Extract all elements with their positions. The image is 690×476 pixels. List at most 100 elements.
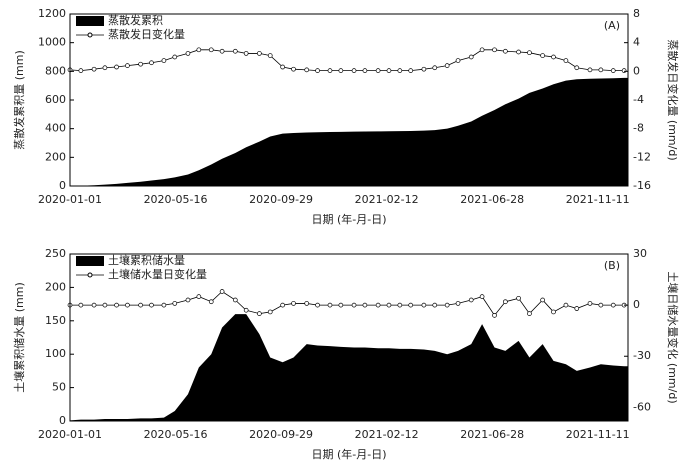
daily-marker bbox=[219, 289, 225, 294]
daily-marker bbox=[243, 307, 249, 313]
daily-line bbox=[70, 290, 625, 317]
y2-tick-label: 8 bbox=[633, 7, 640, 20]
daily-marker bbox=[397, 302, 403, 308]
annotation: (A) bbox=[604, 19, 620, 32]
cumulative-area bbox=[70, 314, 628, 421]
daily-marker bbox=[291, 301, 296, 306]
daily-marker bbox=[243, 51, 249, 56]
y2-tick-label: -30 bbox=[633, 349, 651, 362]
y2-tick-label: -60 bbox=[633, 400, 651, 413]
daily-marker bbox=[304, 67, 310, 73]
daily-marker bbox=[527, 311, 532, 316]
x-tick-label: 2021-11-11 bbox=[566, 428, 630, 441]
daily-marker bbox=[551, 54, 556, 60]
legend-label: 土壤累积储水量 bbox=[108, 253, 185, 267]
daily-marker bbox=[468, 297, 474, 303]
y-tick-label: 800 bbox=[45, 64, 66, 77]
daily-marker bbox=[304, 301, 310, 306]
daily-marker bbox=[125, 302, 130, 308]
daily-marker bbox=[114, 64, 119, 70]
daily-marker bbox=[208, 299, 214, 305]
x-tick-label: 2021-11-11 bbox=[566, 193, 630, 206]
daily-marker bbox=[444, 63, 450, 68]
legend-swatch bbox=[76, 256, 104, 266]
daily-marker bbox=[291, 66, 296, 72]
y2-axis-label: 蒸散发日变化量 (mm/d) bbox=[666, 39, 680, 160]
daily-marker bbox=[102, 302, 108, 308]
daily-marker bbox=[503, 48, 508, 54]
daily-marker bbox=[280, 64, 285, 70]
daily-marker bbox=[587, 301, 593, 306]
daily-marker bbox=[185, 297, 191, 303]
x-tick-label: 2021-02-12 bbox=[355, 428, 419, 441]
daily-marker bbox=[78, 68, 84, 73]
daily-marker bbox=[114, 302, 119, 308]
daily-marker bbox=[610, 68, 616, 73]
annotation: (B) bbox=[604, 259, 620, 272]
daily-marker bbox=[444, 302, 450, 308]
y-axis-label: 土壤累积储水量 (mm) bbox=[12, 282, 26, 393]
daily-marker bbox=[91, 302, 97, 308]
y2-tick-label: 0 bbox=[633, 64, 640, 77]
daily-marker bbox=[375, 68, 381, 73]
y2-tick-label: -12 bbox=[633, 150, 651, 163]
daily-marker bbox=[540, 297, 545, 303]
daily-marker bbox=[257, 311, 262, 316]
daily-marker bbox=[208, 47, 214, 53]
daily-marker bbox=[267, 53, 273, 58]
y-tick-label: 200 bbox=[45, 150, 66, 163]
daily-marker bbox=[338, 68, 344, 73]
daily-marker bbox=[563, 58, 569, 63]
daily-marker bbox=[102, 65, 108, 71]
daily-marker bbox=[267, 309, 273, 315]
daily-marker bbox=[315, 68, 320, 73]
cumulative-area bbox=[70, 77, 628, 186]
daily-marker bbox=[421, 302, 427, 308]
daily-marker bbox=[78, 302, 84, 308]
x-tick-label: 2021-06-28 bbox=[460, 193, 524, 206]
daily-marker bbox=[232, 48, 238, 54]
daily-marker bbox=[327, 302, 333, 308]
y-tick-label: 0 bbox=[59, 414, 66, 427]
y-tick-label: 600 bbox=[45, 93, 66, 106]
y-axis-label: 蒸散发累积量 (mm) bbox=[12, 50, 26, 150]
daily-marker bbox=[479, 294, 485, 299]
daily-marker bbox=[161, 302, 167, 308]
x-tick-label: 2020-05-16 bbox=[144, 193, 208, 206]
daily-marker bbox=[351, 302, 357, 308]
daily-marker bbox=[315, 302, 320, 308]
daily-marker bbox=[185, 51, 191, 56]
daily-marker bbox=[551, 309, 556, 315]
daily-marker bbox=[196, 47, 202, 53]
y-tick-label: 250 bbox=[45, 247, 66, 260]
y-tick-label: 200 bbox=[45, 280, 66, 293]
daily-marker bbox=[338, 302, 344, 308]
daily-marker bbox=[397, 68, 403, 73]
daily-marker bbox=[587, 67, 593, 73]
daily-marker bbox=[138, 302, 143, 308]
x-axis-label: 日期 (年-月-日) bbox=[311, 212, 386, 226]
legend-marker bbox=[87, 32, 93, 38]
y-tick-label: 400 bbox=[45, 122, 66, 135]
daily-marker bbox=[408, 302, 414, 308]
daily-marker bbox=[468, 54, 474, 60]
daily-marker bbox=[196, 294, 202, 299]
y-tick-label: 150 bbox=[45, 314, 66, 327]
x-tick-label: 2020-05-16 bbox=[144, 428, 208, 441]
y2-tick-label: -8 bbox=[633, 122, 644, 135]
y-tick-label: 1000 bbox=[38, 36, 66, 49]
daily-marker bbox=[540, 53, 545, 58]
daily-marker bbox=[386, 68, 392, 73]
daily-marker bbox=[563, 302, 569, 308]
plot-frame bbox=[69, 253, 629, 422]
daily-marker bbox=[172, 301, 178, 306]
x-tick-label: 2021-02-12 bbox=[355, 193, 419, 206]
daily-marker bbox=[421, 66, 427, 72]
daily-marker bbox=[598, 302, 604, 308]
y2-tick-label: 4 bbox=[633, 36, 640, 49]
daily-marker bbox=[172, 54, 178, 60]
daily-marker bbox=[138, 61, 143, 67]
y-tick-label: 50 bbox=[52, 381, 66, 394]
daily-marker bbox=[219, 48, 225, 54]
y2-axis-label: 土壤日储水量变化 (mm/d) bbox=[666, 271, 680, 403]
